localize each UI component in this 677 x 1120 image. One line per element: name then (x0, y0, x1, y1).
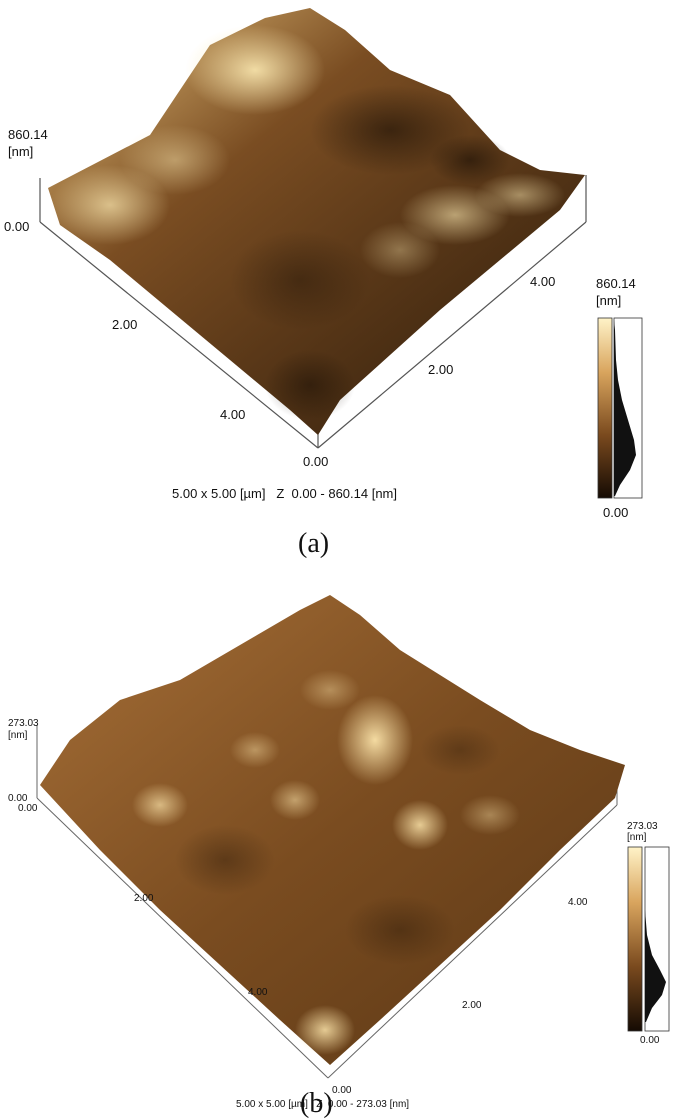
x-axis-tick-label-b-2: 4.00 (568, 897, 588, 908)
z-axis-unit-label-b: [nm] (8, 730, 28, 741)
y-axis-tick-label-b-2: 4.00 (248, 987, 268, 998)
afm-panel-b: 273.03 [nm] 0.00 0.00 2.00 4.00 0.00 2.0… (0, 570, 677, 1120)
colorbar-min-label-b: 0.00 (640, 1035, 660, 1046)
origin-label-a: 0.00 (303, 454, 329, 469)
x-axis-tick-label-a-2: 4.00 (530, 274, 556, 289)
colorbar-a (597, 317, 643, 499)
origin-label-b: 0.00 (332, 1085, 352, 1096)
afm-panel-a: 860.14 [nm] 0.00 2.00 4.00 0.00 2.00 4.0… (4, 8, 643, 559)
afm-surface-plot-b (36, 595, 670, 1079)
z-axis-max-label-b: 273.03 (8, 718, 39, 729)
colorbar-max-label-a: 860.14 (596, 276, 636, 291)
colorbar-unit-label-b: [nm] (627, 832, 647, 843)
axes-frame-a (39, 175, 587, 449)
y-axis-tick-label-b-0: 0.00 (18, 803, 38, 814)
afm-surface-plot-a (39, 8, 643, 499)
z-axis-max-label-a: 860.14 (8, 127, 48, 142)
z-axis-unit-label-a: [nm] (8, 144, 34, 159)
afm-surface-b (40, 595, 625, 1065)
scan-info-b: 5.00 x 5.00 [µm] Z 0.00 - 273.03 [nm] (236, 1099, 410, 1110)
x-axis-tick-label-a-1: 2.00 (428, 362, 454, 377)
colorbar-b (627, 846, 670, 1032)
scan-info-a: 5.00 x 5.00 [µm] Z 0.00 - 860.14 [nm] (172, 486, 397, 501)
y-axis-tick-label-b-1: 2.00 (134, 893, 154, 904)
colorbar-min-label-a: 0.00 (603, 505, 629, 520)
caption-a: (a) (298, 528, 330, 559)
z-axis-min-label-a: 0.00 (4, 219, 30, 234)
caption-b: (b) (300, 1088, 333, 1119)
x-axis-tick-label-b-1: 2.00 (462, 1000, 482, 1011)
y-axis-tick-label-a-1: 2.00 (112, 317, 138, 332)
y-axis-tick-label-a-2: 4.00 (220, 407, 246, 422)
afm-surface-a (48, 8, 585, 435)
axes-frame-b (36, 725, 618, 1079)
z-axis-min-label-b: 0.00 (8, 793, 28, 804)
colorbar-unit-label-a: [nm] (596, 293, 622, 308)
colorbar-max-label-b: 273.03 (627, 821, 658, 832)
